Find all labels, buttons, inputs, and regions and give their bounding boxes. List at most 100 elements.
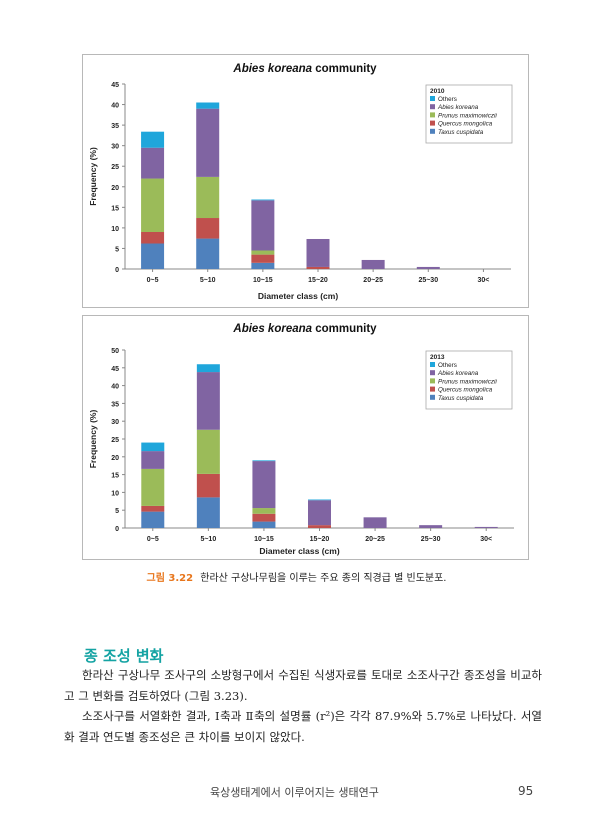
x-tick-label: 25~30 xyxy=(418,277,438,284)
section-title: 종 조성 변화 xyxy=(84,647,164,665)
bar-segment xyxy=(196,372,220,430)
y-tick-label: 35 xyxy=(111,401,119,408)
y-tick-label: 15 xyxy=(111,473,119,480)
bar-segment xyxy=(141,178,165,232)
chart-2010-svg: Abies koreana community 0 5 10 15 20 25 30 35 40… xyxy=(88,63,513,301)
x-axis-label: Diameter class (cm) xyxy=(259,546,339,556)
y-tick-label: 20 xyxy=(111,185,119,192)
legend-entry: Prunus maximowiczii xyxy=(438,378,497,385)
y-tick-label: 45 xyxy=(111,366,119,373)
bar-segment xyxy=(474,526,498,528)
bar-segment xyxy=(361,259,385,269)
y-tick-label: 40 xyxy=(111,384,119,391)
bar-segment xyxy=(141,451,165,469)
legend-entry: Taxus cuspidata xyxy=(438,129,484,136)
y-tick-label: 15 xyxy=(111,205,119,212)
page-number: 95 xyxy=(518,784,534,798)
bar-segment xyxy=(308,499,331,501)
y-tick-label: 25 xyxy=(111,437,119,444)
x-tick-label: 10~15 xyxy=(253,277,273,284)
y-tick-label: 25 xyxy=(111,164,119,171)
bar-segment xyxy=(306,238,330,267)
bar-segment xyxy=(141,232,165,244)
y-tick-label: 0 xyxy=(115,267,119,274)
legend-title: 2013 xyxy=(430,354,445,361)
x-tick-label: 20~25 xyxy=(363,277,383,284)
figure-caption-text: 한라산 구상나무림을 이루는 주요 종의 직경급 별 빈도분포. xyxy=(200,573,447,584)
bar-segment xyxy=(196,176,220,219)
bar-segment xyxy=(419,525,443,528)
bar-segment xyxy=(141,243,165,269)
chart-title: Abies koreana community xyxy=(232,323,377,335)
y-tick-label: 5 xyxy=(115,246,119,253)
y-tick-label: 0 xyxy=(115,526,119,533)
chart-2010: Abies koreana community 0 5 10 15 20 25 30 35 40… xyxy=(82,54,529,308)
x-tick-label: 25~30 xyxy=(421,536,441,543)
bar-segment xyxy=(196,429,220,474)
legend-entry: Quercus mongolica xyxy=(438,121,493,128)
paragraph: 한라산 구상나무 조사구의 소방형구에서 수집된 식생자료를 토대로 소조사구간… xyxy=(64,668,542,703)
x-tick-label: 5~10 xyxy=(200,536,216,543)
x-tick-label: 30< xyxy=(480,536,492,543)
chart-2013-svg: Abies koreana community 0 5 10 15 20 25 30 35 40… xyxy=(88,323,514,556)
x-tick-label: 0~5 xyxy=(147,536,159,543)
legend-entry: Others xyxy=(438,362,457,369)
legend-box xyxy=(425,84,513,144)
legend-entry: Prunus maximowiczii xyxy=(438,112,497,119)
bar-segment xyxy=(196,364,220,373)
bar-segment xyxy=(416,266,440,269)
footer-title: 육상생태계에서 이루어지는 생태연구 xyxy=(210,786,379,799)
x-axis-label: Diameter class (cm) xyxy=(258,291,338,301)
y-tick-label: 35 xyxy=(111,123,119,130)
legend-entry: Abies koreana xyxy=(437,104,479,111)
bar-segment xyxy=(308,525,331,528)
legend-swatch xyxy=(430,386,435,392)
figure-number: 그림 3.22 xyxy=(146,573,194,584)
bar-segment xyxy=(196,108,220,177)
bar-segment xyxy=(251,254,275,263)
bar-segment xyxy=(251,200,275,251)
legend-entry: Abies koreana xyxy=(437,370,479,377)
bar-segment xyxy=(196,238,220,269)
bar-segment xyxy=(196,497,220,528)
legend-box xyxy=(425,350,513,410)
legend-swatch xyxy=(430,104,435,110)
figure-caption: 그림 3.22 한라산 구상나무림을 이루는 주요 종의 직경급 별 빈도분포. xyxy=(0,569,593,584)
legend-swatch xyxy=(430,362,435,367)
chart-title: Abies koreana community xyxy=(232,63,377,75)
bar-segment xyxy=(251,199,275,201)
bar-segment xyxy=(252,460,276,462)
bar-segment xyxy=(141,511,165,528)
x-tick-label: 10~15 xyxy=(254,536,274,543)
legend-swatch xyxy=(430,120,435,126)
bar-segment xyxy=(252,461,276,509)
bar-segment xyxy=(251,250,275,255)
bar-segment xyxy=(141,442,165,452)
legend-swatch xyxy=(430,96,435,101)
bar-segment xyxy=(308,500,331,526)
x-tick-label: 15~20 xyxy=(308,277,328,284)
bar-segment xyxy=(196,102,220,109)
legend-entry: Quercus mongolica xyxy=(438,387,493,394)
y-tick-label: 45 xyxy=(111,82,119,89)
bar-segment xyxy=(252,508,276,514)
legend-swatch xyxy=(430,394,435,400)
x-tick-label: 20~25 xyxy=(365,536,385,543)
legend-swatch xyxy=(430,112,435,118)
y-tick-label: 5 xyxy=(115,508,119,515)
bar-segment xyxy=(141,147,165,179)
paragraph: 소조사구를 서열화한 결과, Ⅰ축과 Ⅱ축의 설명률 (r²)은 각각 87.9… xyxy=(64,709,542,744)
bar-segment xyxy=(141,505,165,512)
chart-2013: Abies koreana community 0 5 10 15 20 25 30 35 40… xyxy=(82,315,529,560)
bar-segment xyxy=(363,517,387,528)
y-axis-label: Frequency (%) xyxy=(88,410,98,469)
y-tick-label: 10 xyxy=(111,490,119,497)
y-tick-label: 20 xyxy=(111,455,119,462)
bar-segment xyxy=(196,218,220,239)
legend-entry: Taxus cuspidata xyxy=(438,395,484,402)
legend-entry: Others xyxy=(438,96,457,103)
bar-segment xyxy=(306,266,330,269)
bar-segment xyxy=(251,262,275,269)
x-tick-label: 30< xyxy=(477,277,489,284)
bar-segment xyxy=(252,513,276,522)
